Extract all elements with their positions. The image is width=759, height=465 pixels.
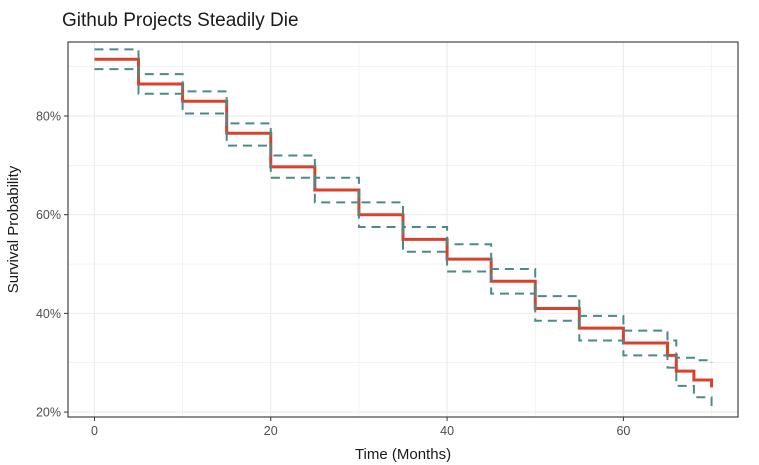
series-ci-lower-line (94, 68, 713, 410)
y-axis-title: Survival Probability (5, 165, 22, 293)
series-ci-upper-line (94, 48, 713, 363)
series-layer (94, 48, 714, 410)
panel-border (67, 41, 739, 418)
x-axis-title: Time (Months) (355, 446, 451, 463)
y-tick-label: 20% (36, 406, 61, 420)
x-tick-label: 0 (91, 424, 98, 438)
x-tick-label: 60 (616, 424, 630, 438)
x-tick-label: 40 (440, 424, 454, 438)
x-tick-label: 20 (264, 424, 278, 438)
y-tick-label: 60% (36, 208, 61, 222)
axes: 0 20 40 60 20% 40% 60% 80% (36, 110, 630, 438)
grid (68, 42, 738, 417)
chart-title: Github Projects Steadily Die (62, 10, 299, 31)
y-tick-label: 40% (36, 307, 61, 321)
y-tick-label: 80% (36, 110, 61, 124)
